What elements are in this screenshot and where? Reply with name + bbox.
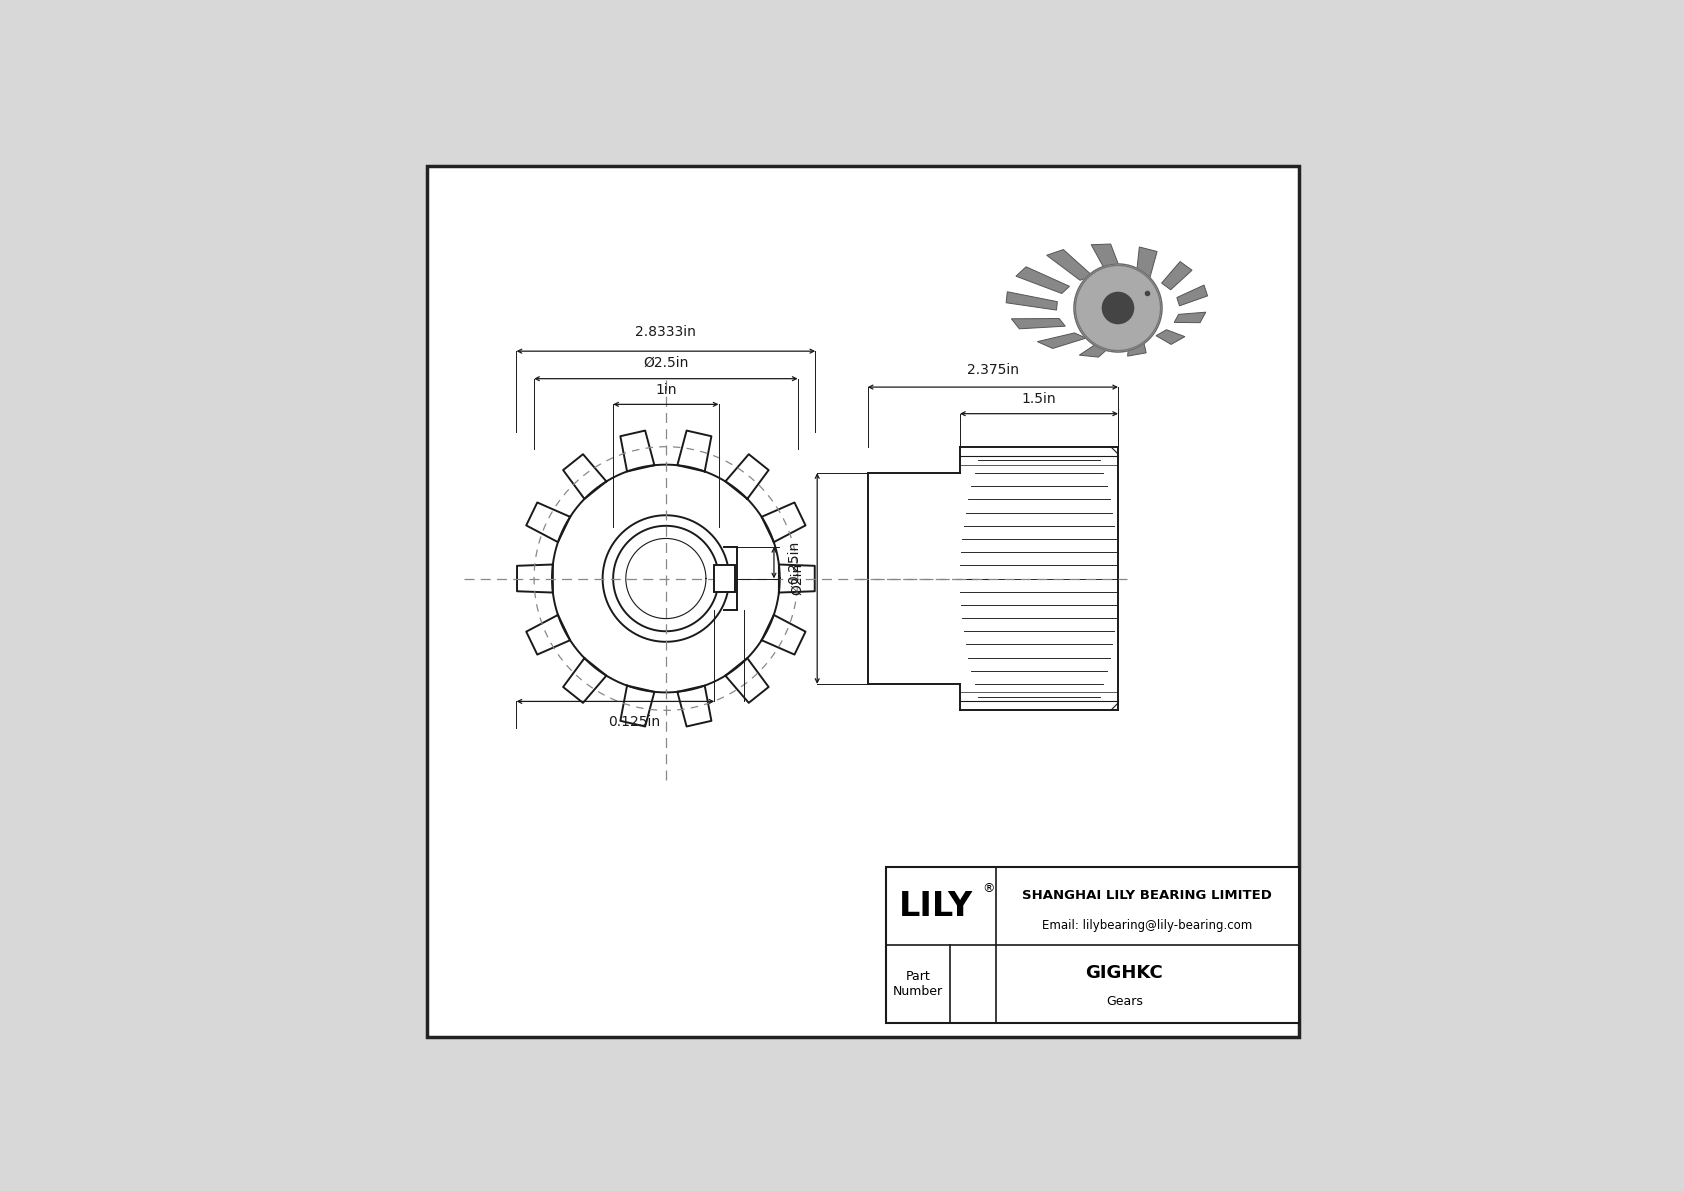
Polygon shape [1047, 250, 1093, 280]
Text: LILY: LILY [899, 890, 973, 923]
Polygon shape [1079, 342, 1115, 357]
Text: Gears: Gears [1106, 994, 1143, 1008]
Polygon shape [1137, 247, 1157, 278]
Polygon shape [1037, 333, 1086, 349]
Circle shape [1074, 264, 1162, 353]
Polygon shape [1174, 312, 1206, 323]
Text: GIGHKC: GIGHKC [1086, 965, 1164, 983]
Text: 2.375in: 2.375in [967, 363, 1019, 378]
Bar [886, 867, 1298, 1023]
Polygon shape [1155, 330, 1186, 344]
Text: ®: ® [982, 881, 995, 894]
Text: 1in: 1in [655, 384, 677, 397]
Bar [714, 565, 734, 592]
Circle shape [1100, 289, 1137, 326]
Text: 2.8333in: 2.8333in [635, 325, 695, 339]
Polygon shape [1177, 285, 1207, 306]
Text: Ø2.5in: Ø2.5in [643, 355, 689, 369]
Text: Ø2in: Ø2in [790, 562, 805, 594]
Polygon shape [1015, 267, 1069, 293]
Polygon shape [1012, 318, 1066, 329]
Text: 1.5in: 1.5in [1022, 392, 1056, 406]
Polygon shape [1162, 262, 1192, 289]
Text: Part
Number: Part Number [893, 971, 943, 998]
Text: 0.25in: 0.25in [786, 541, 802, 585]
Text: 0.125in: 0.125in [608, 715, 660, 729]
Text: Email: lilybearing@lily-bearing.com: Email: lilybearing@lily-bearing.com [1042, 918, 1253, 931]
Circle shape [1076, 266, 1160, 350]
Polygon shape [1128, 341, 1147, 356]
Polygon shape [1091, 244, 1122, 274]
Polygon shape [1005, 292, 1058, 310]
Circle shape [1103, 293, 1133, 324]
Text: SHANGHAI LILY BEARING LIMITED: SHANGHAI LILY BEARING LIMITED [1022, 888, 1273, 902]
